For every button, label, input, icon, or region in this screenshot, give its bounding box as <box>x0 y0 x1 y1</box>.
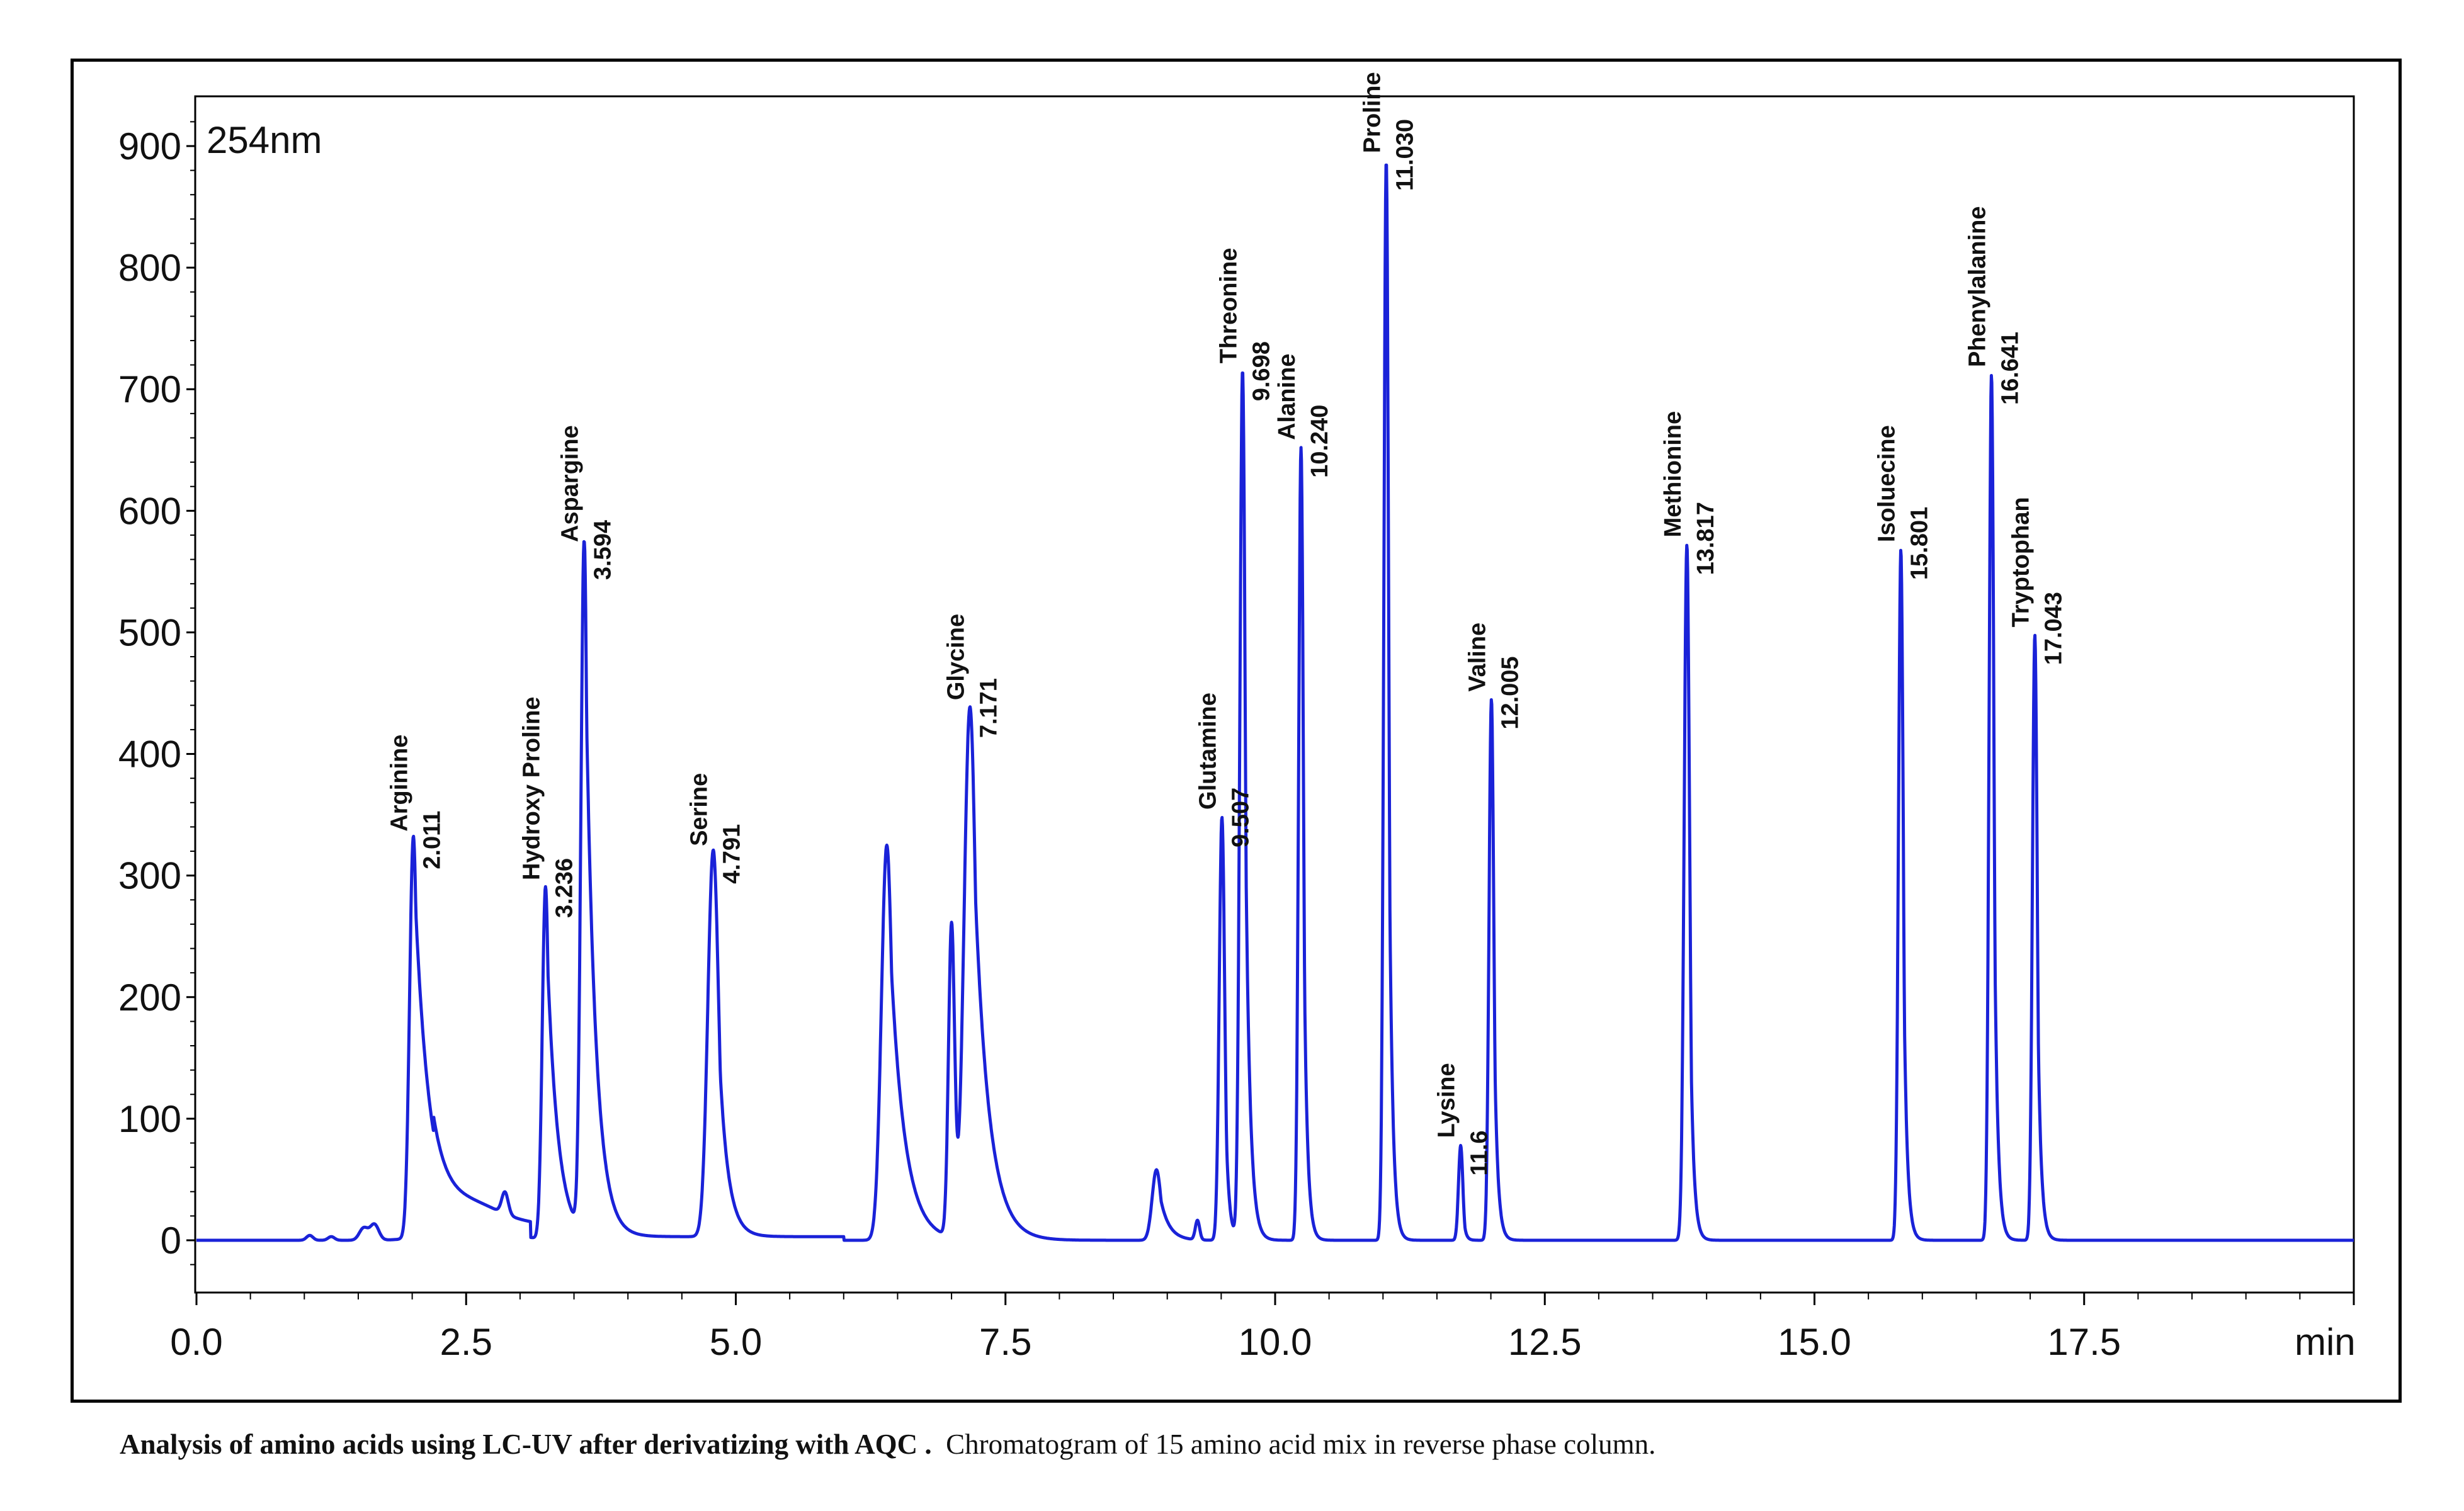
peak-label: Arginine 2.011 <box>386 735 445 869</box>
figure-frame <box>71 59 2402 1403</box>
peak-name-label: Serine <box>686 773 713 846</box>
y-tick-label: 900 <box>118 125 181 167</box>
peak-rt-label: 9.507 <box>1228 788 1254 847</box>
peak-name-label: Proline <box>1359 72 1385 153</box>
x-axis: 0.0 2.5 5.0 7.5 10.0 12.5 15.0 17.5 <box>170 1293 2355 1363</box>
x-tick-label: 7.5 <box>979 1321 1031 1363</box>
wavelength-label: 254nm <box>207 119 322 161</box>
peak-label: Alanine 10.240 <box>1274 354 1333 478</box>
caption-title: Analysis of amino acids using LC-UV afte… <box>120 1429 932 1460</box>
y-tick-label: 400 <box>118 733 181 776</box>
chromatogram-trace <box>195 163 2355 1242</box>
peak-name-label: Isoluecine <box>1874 425 1900 542</box>
y-tick-label: 800 <box>118 247 181 289</box>
peak-name-label: Glycine <box>943 614 969 700</box>
peak-label: Lysine 11.6 <box>1434 1063 1493 1175</box>
y-axis: 0 100 200 300 400 500 600 700 800 900 <box>118 121 195 1265</box>
peak-name-label: Phenylalanine <box>1965 207 1991 368</box>
peak-rt-label: 16.641 <box>1997 332 2024 405</box>
peak-rt-label: 13.817 <box>1693 502 1719 575</box>
peak-name-label: Aspargine <box>557 425 584 542</box>
peak-rt-label: 15.801 <box>1907 507 1933 580</box>
x-axis-unit-label: min <box>2295 1321 2356 1363</box>
peak-name-label: Valine <box>1464 623 1490 692</box>
peak-rt-label: 4.791 <box>719 824 746 884</box>
x-tick-label: 10.0 <box>1239 1321 1312 1363</box>
x-tick-label: 2.5 <box>440 1321 492 1363</box>
y-tick-label: 300 <box>118 855 181 897</box>
peak-rt-label: 7.171 <box>975 678 1002 738</box>
peak-name-label: Alanine <box>1274 354 1300 440</box>
peak-name-label: Hydroxy Proline <box>518 697 545 880</box>
peak-name-label: Lysine <box>1434 1063 1460 1138</box>
caption-text: Chromatogram of 15 amino acid mix in rev… <box>946 1429 1656 1460</box>
peak-rt-label: 10.240 <box>1307 405 1333 478</box>
x-tick-label: 5.0 <box>710 1321 762 1363</box>
peak-rt-label: 11.6 <box>1467 1130 1493 1175</box>
peak-label: Proline 11.030 <box>1359 72 1418 191</box>
figure-caption: Analysis of amino acids using LC-UV afte… <box>120 1428 2387 1461</box>
peak-name-label: Tryptophan <box>2007 497 2034 627</box>
x-tick-label: 15.0 <box>1778 1321 1851 1363</box>
peak-rt-label: 2.011 <box>419 811 445 869</box>
peak-rt-label: 12.005 <box>1497 656 1523 729</box>
peak-name-label: Glutamine <box>1195 693 1222 810</box>
peak-rt-label: 3.236 <box>551 858 577 918</box>
peak-rt-label: 17.043 <box>2040 592 2067 665</box>
peak-label: Valine 12.005 <box>1464 623 1523 730</box>
y-tick-label: 100 <box>118 1098 181 1140</box>
y-tick-label: 0 <box>161 1220 181 1262</box>
peak-name-label: Methionine <box>1660 411 1686 538</box>
y-tick-label: 500 <box>118 611 181 654</box>
peak-name-label: Arginine <box>386 735 412 832</box>
x-tick-label: 17.5 <box>2047 1321 2121 1363</box>
peak-label: Methionine 13.817 <box>1660 411 1719 575</box>
peak-label: Isoluecine 15.801 <box>1874 425 1933 580</box>
y-tick-label: 200 <box>118 976 181 1019</box>
x-tick-label: 12.5 <box>1508 1321 1582 1363</box>
y-tick-label: 600 <box>118 490 181 532</box>
x-tick-label: 0.0 <box>170 1321 222 1363</box>
peak-rt-label: 3.594 <box>590 520 616 580</box>
peak-name-label: Threonine <box>1215 248 1242 364</box>
peak-rt-label: 9.698 <box>1248 341 1275 401</box>
y-tick-label: 700 <box>118 368 181 410</box>
peak-rt-label: 11.030 <box>1392 119 1418 191</box>
